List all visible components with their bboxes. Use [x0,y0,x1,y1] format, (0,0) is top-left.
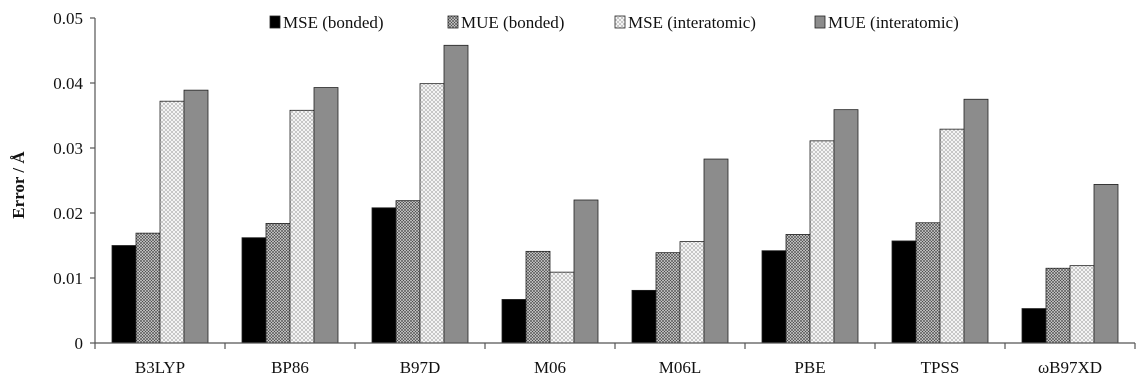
bar [963,98,989,344]
y-tick-label: 0.01 [53,269,83,288]
x-tick-label: BP86 [271,358,309,377]
x-tick-label: M06L [659,358,702,377]
bar [159,100,185,344]
bar [761,250,787,344]
bar [809,140,835,344]
legend: MSE (bonded) MUE (bonded) MSE (interatomic… [269,13,959,32]
bar [679,241,705,344]
bar [289,109,315,344]
legend-label: MUE (interatomic) [828,13,959,32]
bar [915,222,941,344]
x-tick-label: B3LYP [135,358,185,377]
legend-swatch [447,15,459,29]
bar [419,83,445,344]
bar [395,200,421,344]
bar [443,44,469,344]
bar [1045,267,1071,344]
x-axis: B3LYP BP86 B97D M06 M06L PBE TPSS ωB97XD [94,342,1136,377]
bar [655,252,681,344]
bar [1069,265,1095,344]
y-tick-label: 0.02 [53,204,83,223]
bar [573,199,599,344]
bar [703,158,729,344]
bar [631,289,657,344]
x-tick-label: M06 [534,358,566,377]
bar [1021,308,1047,344]
bar [501,299,527,344]
y-tick-label: 0.03 [53,139,83,158]
bar [525,250,551,344]
y-tick-label: 0 [75,334,84,353]
bar [371,207,397,344]
y-axis-title: Error / Å [9,151,28,219]
bar [891,240,917,344]
bar [549,271,575,344]
bar [939,128,965,344]
bar [833,109,859,344]
x-tick-label: TPSS [921,358,960,377]
y-tick-label: 0.05 [53,9,83,28]
bar [1093,183,1119,344]
x-tick-label: PBE [794,358,825,377]
legend-label: MSE (interatomic) [628,13,756,32]
y-tick-label: 0.04 [53,74,83,93]
legend-label: MUE (bonded) [461,13,564,32]
bar [183,89,209,344]
bar [241,237,267,344]
bar [111,245,137,344]
legend-swatch [614,15,626,29]
bar [785,234,811,344]
bar [313,87,339,344]
x-tick-label: ωB97XD [1038,358,1102,377]
legend-label: MSE (bonded) [283,13,384,32]
y-axis: 0 0.01 0.02 0.03 0.04 0.05 [53,9,96,353]
bar [135,232,161,344]
plot-bars [111,44,1119,344]
legend-swatch [269,15,281,29]
x-tick-label: B97D [400,358,441,377]
legend-swatch [814,15,826,29]
bar [265,222,291,344]
